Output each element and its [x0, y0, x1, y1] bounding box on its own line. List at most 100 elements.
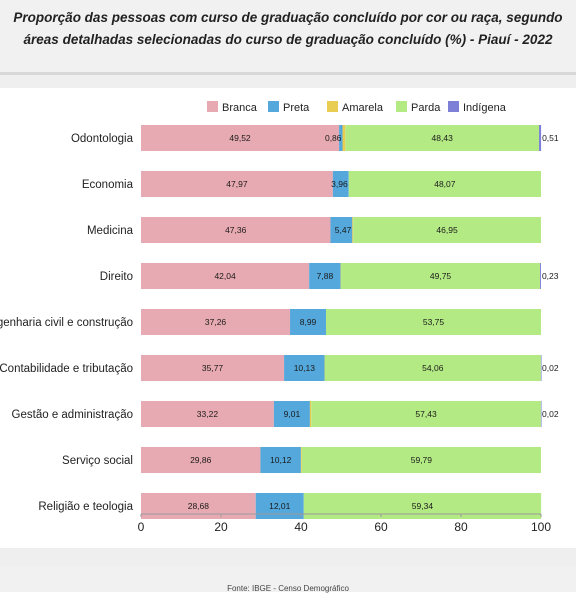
- bar-segment-1-0: [339, 125, 343, 151]
- category-label-3: Direito: [100, 271, 133, 283]
- bar-segment-3-3: [341, 263, 541, 289]
- x-tick-label-0: 0: [138, 520, 145, 534]
- category-label-6: Gestão e administração: [12, 409, 133, 421]
- source-note: Fonte: IBGE - Censo Demográfico: [227, 584, 349, 593]
- data-label-3-2: 46,95: [436, 225, 458, 235]
- chart-title-line-2: áreas detalhadas selecionadas do curso d…: [23, 32, 553, 47]
- x-tick-label-4: 80: [454, 520, 468, 534]
- stacked-bar-chart: Branca Preta Amarela Parda Indígena Odontolog…: [0, 101, 559, 534]
- bar-segment-2-7: [300, 447, 302, 473]
- data-label-0-2: 47,36: [225, 225, 247, 235]
- data-label-0-5: 35,77: [202, 363, 224, 373]
- data-label-3-4: 53,75: [423, 317, 445, 327]
- data-label-1-1: 3,96: [331, 179, 348, 189]
- data-label-1-5: 10,13: [294, 363, 316, 373]
- legend-label-4: Indígena: [463, 102, 507, 114]
- data-label-4-3: 0,23: [542, 271, 559, 281]
- bar-segment-3-8: [303, 493, 542, 519]
- data-label-1-0: 0,86: [325, 133, 342, 143]
- category-label-4: Engenharia civil e construção: [0, 317, 133, 329]
- x-tick-label-3: 60: [374, 520, 388, 534]
- data-label-3-5: 54,06: [422, 363, 444, 373]
- legend-swatch-2: [327, 101, 338, 112]
- category-label-0: Odontologia: [71, 133, 134, 145]
- legend-label-2: Amarela: [342, 102, 384, 114]
- x-tick-label-2: 40: [294, 520, 308, 534]
- bar-segment-2-0: [342, 125, 346, 151]
- bar-segment-3-5: [324, 355, 541, 381]
- data-label-4-0: 0,51: [542, 133, 559, 143]
- category-label-8: Religião e teologia: [38, 501, 133, 513]
- legend-label-0: Branca: [222, 102, 258, 114]
- bar-segment-1-5: [284, 355, 325, 381]
- bar-segment-3-7: [301, 447, 541, 473]
- data-label-1-4: 8,99: [300, 317, 317, 327]
- bar-segment-0-1: [141, 171, 333, 197]
- footer-band: [0, 566, 576, 592]
- bar-segment-1-8: [255, 493, 304, 519]
- category-label-1: Economia: [82, 179, 134, 191]
- bar-segment-3-6: [311, 401, 541, 427]
- category-label-5: Contabilidade e tributação: [0, 363, 133, 375]
- legend-label-3: Parda: [411, 102, 441, 114]
- bar-segment-0-5: [141, 355, 285, 381]
- data-label-0-1: 47,97: [226, 179, 248, 189]
- data-label-0-0: 49,52: [229, 133, 251, 143]
- category-label-7: Serviço social: [62, 455, 133, 467]
- bar-segment-1-3: [309, 263, 341, 289]
- legend-swatch-0: [207, 101, 218, 112]
- data-label-3-0: 48,43: [432, 133, 454, 143]
- data-label-1-3: 7,88: [317, 271, 334, 281]
- chart-title-line-1: Proporção das pessoas com curso de gradu…: [13, 10, 563, 25]
- data-label-3-1: 48,07: [434, 179, 456, 189]
- bar-segment-1-2: [330, 217, 353, 243]
- bar-segment-2-2: [352, 217, 354, 243]
- x-tick-label-1: 20: [214, 520, 228, 534]
- bar-segment-4-0: [539, 125, 542, 151]
- chart-panel: Branca Preta Amarela Parda Indígena Odontolog…: [0, 88, 576, 548]
- bar-segment-3-4: [326, 309, 541, 335]
- bar-segment-2-3: [340, 263, 342, 289]
- data-label-3-6: 57,43: [415, 409, 437, 419]
- title-band: Proporção das pessoas com curso de gradu…: [0, 0, 576, 75]
- data-label-0-3: 42,04: [214, 271, 236, 281]
- bar-segment-0-3: [141, 263, 310, 289]
- data-label-1-7: 10,12: [270, 455, 292, 465]
- data-label-3-3: 49,75: [430, 271, 452, 281]
- data-label-1-2: 5,47: [335, 225, 352, 235]
- bar-segment-0-8: [141, 493, 256, 519]
- data-label-4-6: 0,02: [542, 409, 559, 419]
- bar-segment-1-7: [260, 447, 301, 473]
- bar-segment-0-7: [141, 447, 261, 473]
- data-label-0-4: 37,26: [205, 317, 227, 327]
- bar-segment-3-2: [353, 217, 541, 243]
- bar-segment-1-6: [273, 401, 310, 427]
- legend-label-1: Preta: [283, 102, 310, 114]
- data-label-3-7: 59,79: [411, 455, 433, 465]
- data-label-3-8: 59,34: [412, 501, 434, 511]
- data-label-1-6: 9,01: [284, 409, 301, 419]
- bar-segment-3-0: [345, 125, 540, 151]
- legend-swatch-4: [448, 101, 459, 112]
- legend-swatch-3: [396, 101, 407, 112]
- bar-segment-0-4: [141, 309, 291, 335]
- bar-segment-2-6: [309, 401, 312, 427]
- data-label-1-8: 12,01: [269, 501, 291, 511]
- data-label-0-8: 28,68: [188, 501, 210, 511]
- data-label-0-7: 29,86: [190, 455, 212, 465]
- category-label-2: Medicina: [87, 225, 134, 237]
- legend-swatch-1: [268, 101, 279, 112]
- bar-segment-0-6: [141, 401, 274, 427]
- bar-segment-1-4: [290, 309, 326, 335]
- data-label-0-6: 33,22: [197, 409, 219, 419]
- bar-segment-3-1: [348, 171, 541, 197]
- bar-segment-4-5: [540, 355, 542, 381]
- bar-segment-1-1: [332, 171, 349, 197]
- data-label-4-5: 0,02: [542, 363, 559, 373]
- bar-segment-4-6: [540, 401, 542, 427]
- bar-segment-0-0: [141, 125, 340, 151]
- bar-segment-4-3: [540, 263, 541, 289]
- bar-segment-0-2: [141, 217, 331, 243]
- x-tick-label-5: 100: [531, 520, 551, 534]
